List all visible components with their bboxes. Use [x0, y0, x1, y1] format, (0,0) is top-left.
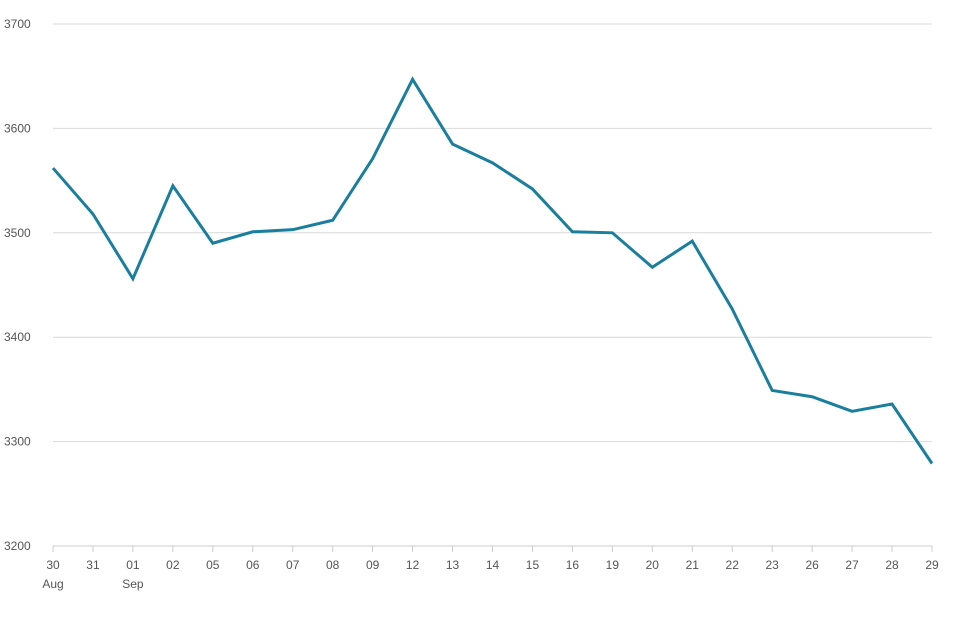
data-point [371, 157, 374, 160]
y-tick-label: 3700 [4, 17, 31, 31]
x-tick-label: 22 [726, 558, 740, 572]
x-tick-label: 19 [606, 558, 620, 572]
x-tick-label: 28 [885, 558, 899, 572]
data-point [171, 184, 174, 187]
data-point [611, 231, 614, 234]
y-axis: 3200 3300 3400 3500 3600 3700 [4, 17, 31, 553]
data-point [331, 219, 334, 222]
y-tick-label: 3300 [4, 435, 31, 449]
x-axis: 30 Aug 31 01 Sep 02 05 06 07 08 09 12 13 14 15 16 19 20 21… [42, 545, 939, 591]
x-tick-label: 09 [366, 558, 380, 572]
x-tick-label: 31 [86, 558, 100, 572]
y-tick-label: 3200 [4, 539, 31, 553]
data-point [211, 242, 214, 245]
y-tick-label: 3500 [4, 226, 31, 240]
x-tick-label: 16 [566, 558, 580, 572]
x-tick-label: 15 [526, 558, 540, 572]
x-tick-sublabel: Aug [42, 577, 63, 591]
x-tick-label: 14 [486, 558, 500, 572]
data-point [251, 230, 254, 233]
data-point [451, 143, 454, 146]
x-tick-label: 08 [326, 558, 340, 572]
x-tick-label: 05 [206, 558, 220, 572]
data-point [571, 230, 574, 233]
data-point [851, 410, 854, 413]
x-tick-label: 13 [446, 558, 460, 572]
data-point [491, 161, 494, 164]
x-tick-sublabel: Sep [122, 577, 144, 591]
data-point [131, 277, 134, 280]
x-tick-label: 07 [286, 558, 300, 572]
data-point [291, 228, 294, 231]
data-point [411, 78, 414, 81]
grid-layer [53, 23, 932, 443]
data-point [691, 240, 694, 243]
x-tick-label: 30 [46, 558, 60, 572]
x-tick-label: 20 [646, 558, 660, 572]
x-tick-label: 27 [845, 558, 859, 572]
x-tick-label: 02 [166, 558, 180, 572]
data-point [531, 187, 534, 190]
data-point [771, 389, 774, 392]
x-tick-label: 12 [406, 558, 420, 572]
data-point [651, 266, 654, 269]
x-tick-label: 26 [805, 558, 819, 572]
data-point [931, 462, 934, 465]
x-tick-label: 06 [246, 558, 260, 572]
data-point [52, 167, 55, 170]
y-tick-label: 3400 [4, 330, 31, 344]
y-tick-label: 3600 [4, 121, 31, 135]
series-layer [51, 76, 934, 465]
data-point [91, 213, 94, 216]
data-point [811, 395, 814, 398]
x-tick-label: 01 [126, 558, 140, 572]
x-tick-label: 29 [925, 558, 939, 572]
x-tick-label: 23 [766, 558, 780, 572]
series-line [51, 76, 934, 465]
data-point [731, 308, 734, 311]
data-point [891, 403, 894, 406]
x-tick-label: 21 [686, 558, 700, 572]
